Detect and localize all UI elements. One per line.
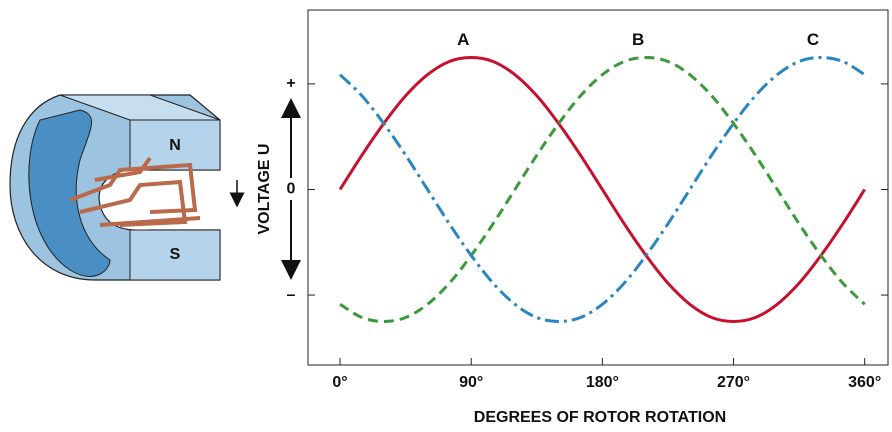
plot-frame [307,9,889,366]
series-line [338,56,866,323]
north-pole-label: N [169,137,181,154]
y-tick-label: – [287,286,296,303]
x-axis-label: DEGREES OF ROTOR ROTATION [474,409,726,426]
x-tick-label: 90° [459,374,483,391]
x-tick-label: 270° [717,374,750,391]
y-axis-label: VOLTAGE U [256,144,273,235]
y-tick-label: + [286,75,295,92]
series-label: B [632,30,644,49]
x-tick-label: 360° [848,374,881,391]
x-tick-label: 180° [586,374,619,391]
x-tick-label: 0° [332,374,347,391]
generator-diagram: N S [9,94,245,281]
series-line [339,56,866,323]
south-pole-label: S [170,246,181,263]
y-tick-label: 0 [287,181,296,198]
series-label: C [807,30,819,49]
series-line [339,56,866,323]
series-label: A [457,30,469,49]
